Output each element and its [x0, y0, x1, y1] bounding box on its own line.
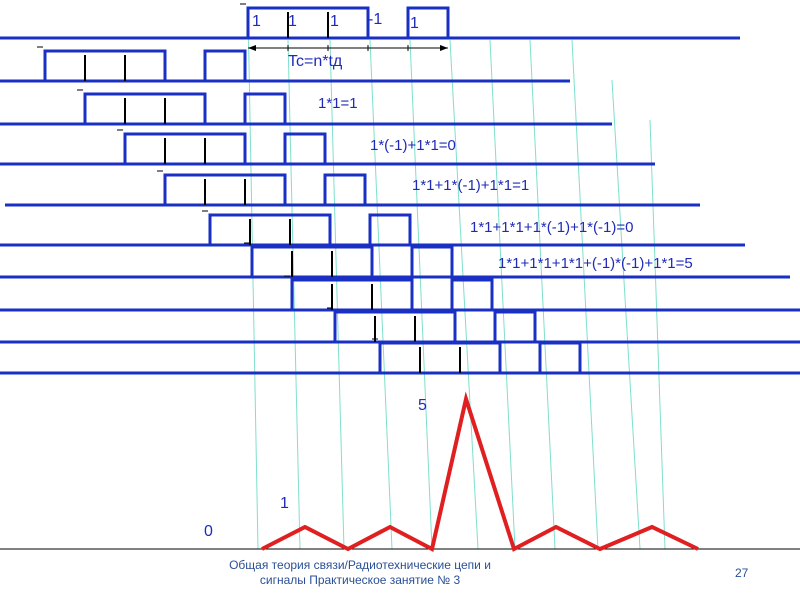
signal-row: [5, 170, 700, 207]
footer-line-2: сигналы Практическое занятие № 3: [259, 573, 461, 587]
pulse-train: [123, 132, 327, 164]
one-label: 1: [280, 495, 289, 512]
guide-line: [611, 79, 641, 550]
peak-label: 5: [418, 397, 427, 414]
shift-register-rows: [0, 3, 800, 375]
footer-text: Общая теория связи/Радиотехнические цепи…: [200, 558, 520, 588]
zero-label: 0: [204, 523, 213, 540]
pulse-train: [333, 310, 537, 342]
product-label: 1*1+1*1+1*(-1)+1*(-1)=0: [470, 219, 634, 236]
product-label: 1*1=1: [318, 95, 358, 112]
signal-row: [0, 210, 745, 247]
signal-row: [0, 3, 740, 40]
pulse-train: [83, 92, 287, 124]
page-number: 27: [735, 566, 749, 580]
pulse-train: [246, 6, 450, 38]
correlation-output: [0, 391, 800, 552]
guide-line: [649, 119, 666, 550]
code-label: 1: [410, 15, 419, 32]
guide-line: [529, 39, 556, 550]
code-label: -1: [368, 11, 383, 28]
code-label: 1: [252, 13, 261, 30]
guide-line: [369, 39, 393, 550]
output-trace: [261, 391, 699, 552]
code-label: 1: [330, 13, 339, 30]
period-arrow-left-head: [248, 45, 256, 51]
footer-line-1: Общая теория связи/Радиотехнические цепи…: [229, 558, 491, 572]
signal-row: [0, 89, 612, 126]
product-label: 1*1+1*1+1*1+(-1)*(-1)+1*1=5: [498, 255, 693, 272]
signal-row: [0, 275, 800, 312]
guide-line: [247, 9, 259, 550]
guide-line: [449, 39, 479, 550]
signal-row: [0, 338, 800, 375]
pulse-train: [208, 213, 412, 245]
period-arrow-right-head: [440, 45, 448, 51]
product-label: 1*1+1*(-1)+1*1=1: [412, 177, 530, 194]
period-label: Tc=n*tд: [288, 53, 343, 70]
pulse-train: [163, 173, 367, 205]
code-label: 1: [288, 13, 297, 30]
guide-line: [571, 39, 599, 550]
guide-line: [489, 39, 516, 550]
signal-row: [0, 242, 790, 279]
signal-row: [0, 129, 655, 166]
signal-row: [0, 46, 570, 83]
period-arrow: [248, 45, 448, 51]
product-label: 1*(-1)+1*1=0: [370, 137, 456, 154]
pulse-train: [378, 341, 582, 373]
pulse-train: [43, 49, 247, 81]
pulse-train: [290, 278, 494, 310]
pulse-train: [250, 245, 454, 277]
guide-line: [287, 39, 301, 550]
signal-row: [0, 307, 800, 344]
